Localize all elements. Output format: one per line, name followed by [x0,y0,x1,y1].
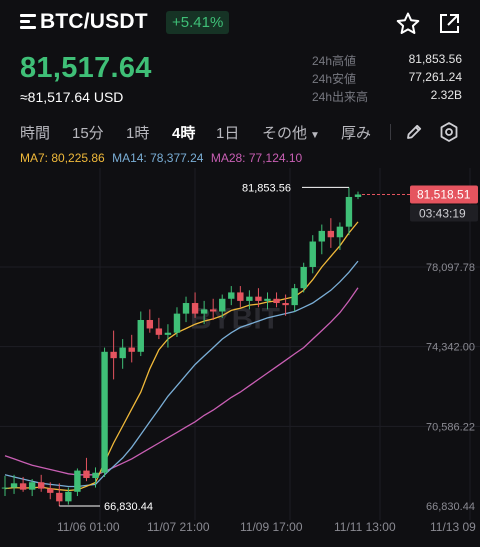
ma7-line [4,221,359,492]
x-tick-label: 11/13 09 [430,520,476,534]
candle-down [237,292,244,301]
x-tick-label: 11/11 13:00 [334,520,396,534]
candle-down [155,328,163,335]
candle-up [309,241,316,267]
y-tick-label: 74,342.00 [426,342,475,354]
candle-down [47,488,54,493]
candle-up [92,472,99,479]
x-tick-label: 11/06 01:00 [57,520,120,534]
candle-up [28,482,36,490]
candle-down [19,483,27,490]
x-tick-label: 11/07 21:00 [147,520,210,534]
caret-down-icon: ▼ [310,130,320,141]
ma28-label: MA28: 77,124.10 [210,151,303,165]
interval-tabs: 時間 15分 1時 4時 1日 その他 ▼ 厚み [0,122,480,144]
current-price-label: 81,518.51 [417,187,471,201]
candle-up [173,313,181,333]
change-badge: +5.41% [166,11,230,34]
candle-up [300,266,307,289]
countdown-tag [410,204,478,222]
stat-high: 24h高値 81,853.56 [312,52,462,70]
stat-label: 24h高値 [312,54,357,68]
candle-up [182,303,190,314]
candlestick-chart[interactable]: BYBIT 81,853.56 66,830.44 81,518.51 03:43:19… [0,168,480,547]
chart-canvas[interactable]: BYBIT81,853.5666,830.4481,518.5103:43:19… [0,168,480,547]
settings-icon[interactable] [439,121,459,143]
countdown-label: 03:43:19 [419,206,466,220]
stat-label: 24h安値 [312,72,357,86]
candle-up [119,347,126,359]
candle-up [228,292,235,299]
pen-icon[interactable] [404,122,424,142]
stat-value: 2.32B [430,88,462,102]
candle-down [327,230,335,238]
ma-legend: MA7: 80,225.86 MA14: 78,377.24 MA28: 77,… [20,151,306,165]
candle-up [164,332,172,335]
candle-down [38,482,45,489]
ma14-line [4,260,359,488]
candle-up [219,298,226,312]
star-icon[interactable] [395,11,421,37]
ma14-label: MA14: 78,377.24 [112,151,204,165]
divider [390,124,391,140]
candle-down [209,309,217,312]
stats-panel: 24h高値 81,853.56 24h安値 77,261.24 24h出来高 2… [312,52,462,106]
candle-up [101,351,108,473]
low-marker-label: 66,830.44 [104,501,153,513]
tab-15m[interactable]: 15分 [72,125,104,142]
ma28-line [4,287,359,476]
stat-low: 24h安値 77,261.24 [312,70,462,88]
header: BTC/USDT +5.41% [0,0,480,50]
y-tick-label: 70,586.22 [426,421,475,433]
candle-up [354,194,362,197]
candle-up [291,288,298,306]
x-tick-label: 11/09 17:00 [240,520,303,534]
menu-icon[interactable] [20,14,36,30]
tab-1d[interactable]: 1日 [216,125,240,142]
y-tick-label: 78,097.78 [426,262,475,274]
fiat-price: ≈81,517.64 USD [20,89,124,105]
candle-down [273,298,280,304]
candle-up [345,196,353,227]
ma7-label: MA7: 80,225.86 [20,151,105,165]
candle-down [146,319,154,329]
candle-up [200,309,208,314]
candle-up [246,296,253,301]
current-price-tag [410,185,478,204]
tab-4h[interactable]: 4時 [172,125,196,142]
candle-up [318,230,325,242]
last-price: 81,517.64 [20,52,152,84]
stat-volume: 24h出来高 2.32B [312,88,462,106]
trading-pair-symbol[interactable]: BTC/USDT [40,10,148,33]
share-icon[interactable] [437,12,461,36]
candle-up [1,487,9,489]
candle-up [65,491,72,502]
candle-down [110,351,117,359]
tab-more-label: その他 [262,125,308,142]
tab-more[interactable]: その他 ▼ [262,122,320,143]
candle-up [10,483,18,488]
candle-down [83,470,90,479]
y-tick-label: 66,830.44 [426,501,475,513]
stat-value: 81,853.56 [408,52,462,66]
stat-value: 77,261.24 [408,70,462,84]
tab-time[interactable]: 時間 [20,125,51,142]
tab-depth[interactable]: 厚み [341,125,372,142]
candle-up [74,470,81,492]
candle-down [56,492,63,502]
high-marker-label: 81,853.56 [242,182,291,194]
candle-up [264,298,271,301]
tab-1h[interactable]: 1時 [126,125,150,142]
candle-down [282,303,289,306]
candle-down [191,303,199,314]
candle-down [128,347,135,352]
candle-up [336,226,344,238]
candle-up [137,319,144,352]
stat-label: 24h出来高 [312,90,369,104]
candle-down [255,296,262,301]
